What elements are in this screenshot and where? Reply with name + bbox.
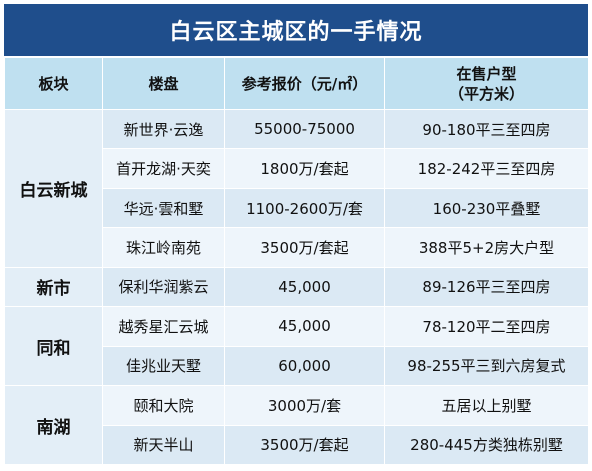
- table-row: 白云新城 新世界·云逸 55000-75000 90-180平三至四房: [4, 108, 589, 268]
- price-cell: 45,000: [224, 266, 385, 308]
- header-units: 在售户型 （平方米）: [384, 57, 589, 110]
- price-cell: 3500万/套起: [224, 227, 385, 268]
- price-cell: 45,000: [224, 306, 385, 347]
- table-row: 首开龙湖·天奕 1800万/套起 182-242平三至四房: [5, 148, 589, 189]
- project-cell: 佳兆业天墅: [102, 345, 225, 387]
- table-body: 白云新城 新世界·云逸 55000-75000 90-180平三至四房 首开龙湖·天奕 1…: [4, 108, 589, 465]
- table-row: 南湖 颐和大院 3000万/套 五居以上别墅: [4, 385, 589, 465]
- units-cell: 388平5+2房大户型: [384, 227, 589, 268]
- project-cell: 首开龙湖·天奕: [102, 148, 225, 189]
- listing-table: 板块 楼盘 参考报价（元/㎡） 在售户型 （平方米） 白云新城 新世界·云逸 550…: [4, 57, 589, 465]
- units-cell: 182-242平三至四房: [384, 148, 589, 189]
- project-cell: 华远·雲和墅: [102, 187, 225, 229]
- units-cell: 160-230平叠墅: [384, 187, 589, 229]
- price-cell: 55000-75000: [224, 108, 385, 150]
- price-cell: 3500万/套起: [224, 424, 385, 465]
- header-units-line1: 在售户型: [456, 64, 517, 83]
- header-row: 板块 楼盘 参考报价（元/㎡） 在售户型 （平方米）: [4, 57, 589, 110]
- units-cell: 89-126平三至四房: [384, 266, 589, 308]
- block-cell: 南湖: [4, 385, 103, 465]
- units-cell: 五居以上别墅: [384, 385, 589, 426]
- header-block: 板块: [4, 57, 103, 110]
- project-cell: 保利华润紫云: [102, 266, 225, 308]
- header-units-line2: （平方米）: [448, 84, 524, 103]
- table-row: 华远·雲和墅 1100-2600万/套 160-230平叠墅: [5, 187, 589, 229]
- project-cell: 越秀星汇云城: [102, 306, 225, 347]
- block-cell: 新市: [4, 266, 103, 308]
- page-title: 白云区主城区的一手情况: [4, 4, 588, 56]
- units-cell: 78-120平二至四房: [384, 306, 589, 347]
- project-cell: 颐和大院: [102, 385, 225, 426]
- block-cell: 白云新城: [4, 109, 103, 268]
- header-price: 参考报价（元/㎡）: [224, 57, 385, 110]
- project-cell: 新天半山: [102, 424, 225, 465]
- table-row: 珠江岭南苑 3500万/套起 388平5+2房大户型: [5, 227, 589, 268]
- price-cell: 3000万/套: [224, 385, 385, 426]
- units-cell: 90-180平三至四房: [384, 108, 589, 150]
- units-cell: 98-255平三到六房复式: [384, 345, 589, 387]
- block-cell: 同和: [4, 306, 103, 387]
- page-frame: 白云区主城区的一手情况 板块 楼盘 参考报价（元/㎡） 在售户型 （平方米） 白…: [4, 4, 589, 466]
- header-project: 楼盘: [102, 57, 225, 110]
- table-row: 佳兆业天墅 60,000 98-255平三到六房复式: [5, 345, 589, 387]
- units-cell: 280-445方类独栋别墅: [384, 424, 589, 465]
- price-cell: 1100-2600万/套: [224, 187, 385, 229]
- table-row: 新天半山 3500万/套起 280-445方类独栋别墅: [5, 424, 589, 465]
- project-cell: 珠江岭南苑: [102, 227, 225, 268]
- price-cell: 60,000: [224, 345, 385, 387]
- table-row: 新市 保利华润紫云 45,000 89-126平三至四房: [4, 266, 589, 308]
- price-cell: 1800万/套起: [224, 148, 385, 189]
- table-row: 同和 越秀星汇云城 45,000 78-120平二至四房: [4, 306, 589, 387]
- project-cell: 新世界·云逸: [102, 108, 225, 150]
